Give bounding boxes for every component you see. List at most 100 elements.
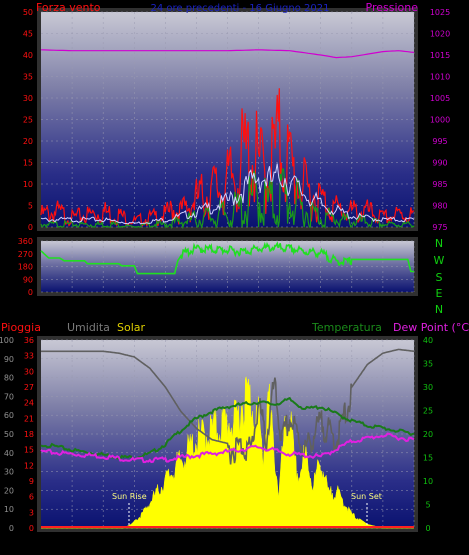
wind-average-line: [40, 168, 415, 230]
solar-x-tick-label: 00: [409, 540, 419, 549]
humidity-y-tick-label: 70: [4, 392, 14, 401]
legend-dew-point: Dew Point (°C): [393, 321, 469, 334]
temperature-y-tick-label: 20: [423, 430, 433, 439]
temperature-y-tick-label: 40: [423, 336, 433, 345]
wind-axis-title: Forza vento: [36, 1, 101, 14]
solar-x-tick-label: 08: [160, 540, 170, 549]
humidity-y-tick-label: 0: [9, 524, 14, 533]
solar-x-tick-label: 18: [316, 540, 326, 549]
direction-y-tick-label: 270: [18, 250, 33, 259]
direction-y-tick-label: 180: [18, 263, 33, 272]
solar-x-tick-label: 22: [378, 540, 388, 549]
solar-x-tick-label: 14: [253, 540, 263, 549]
wind-x-tick-label: 10: [191, 230, 201, 239]
compass-s: S: [436, 271, 443, 284]
wind-x-tick-label: 06: [129, 230, 139, 239]
solar-x-tick-label: 12: [222, 540, 232, 549]
pressure-y-tick-label: 1000: [430, 116, 450, 125]
solar-x-tick-label: 10: [191, 540, 201, 549]
direction-y-tick-label: 0: [28, 288, 33, 297]
legend-solar: Solar: [117, 321, 146, 334]
wind-y-tick-label: 0: [28, 223, 33, 232]
compass-e: E: [436, 287, 443, 300]
wind-x-tick-label: 00: [409, 230, 419, 239]
wind-x-tick-label: 12: [222, 230, 232, 239]
wind-y-tick-label: 15: [23, 159, 33, 168]
rain-y-tick-label: 15: [24, 446, 34, 455]
pressure-y-tick-label: 995: [432, 137, 447, 146]
humidity-y-tick-label: 40: [4, 449, 14, 458]
sun-rise-label: Sun Rise: [112, 492, 147, 501]
humidity-y-tick-label: 10: [4, 505, 14, 514]
pressure-y-tick-label: 980: [432, 202, 447, 211]
wind-y-tick-label: 20: [23, 137, 33, 146]
sun-set-label: Sun Set: [351, 492, 382, 501]
pressure-y-tick-label: 1025: [430, 8, 450, 17]
rain-y-tick-label: 36: [24, 336, 34, 345]
temperature-y-tick-label: 35: [423, 360, 433, 369]
wind-y-tick-label: 25: [23, 116, 33, 125]
humidity-y-tick-label: 60: [4, 411, 14, 420]
direction-y-tick-label: 90: [23, 275, 33, 284]
wind-speed-line: [40, 163, 415, 225]
humidity-y-tick-label: 20: [4, 486, 14, 495]
pressure-y-tick-label: 1015: [430, 51, 450, 60]
series-layer: [40, 49, 415, 529]
humidity-line: [41, 348, 415, 465]
dew-point-line: [40, 432, 415, 464]
direction-y-tick-label: 360: [18, 237, 33, 246]
rain-y-tick-label: 9: [29, 477, 34, 486]
wind-x-tick-label: 16: [285, 230, 295, 239]
rain-y-tick-label: 6: [29, 493, 34, 502]
wind-y-tick-label: 5: [28, 202, 33, 211]
solar-x-tick-label: 20: [347, 540, 357, 549]
pressure-line: [40, 49, 415, 59]
wind-y-tick-label: 30: [23, 94, 33, 103]
rain-y-tick-label: 33: [24, 352, 34, 361]
wind-gust-line: [40, 88, 415, 227]
wind-y-tick-label: 10: [23, 180, 33, 189]
compass-n-bottom: N: [435, 303, 443, 316]
wind-x-tick-label: 18: [316, 230, 326, 239]
solar-x-tick-label: 16: [285, 540, 295, 549]
rain-y-tick-label: 21: [24, 414, 34, 423]
pressure-y-tick-label: 975: [432, 223, 447, 232]
humidity-y-tick-label: 30: [4, 468, 14, 477]
chart-date-title: 24 ore precedenti - 16 Giugno 2021: [151, 3, 330, 14]
pressure-y-tick-label: 1020: [430, 30, 450, 39]
wind-y-tick-label: 50: [23, 8, 33, 17]
pressure-y-tick-label: 1005: [430, 94, 450, 103]
temperature-line: [40, 396, 415, 461]
wind-y-tick-label: 35: [23, 73, 33, 82]
legend-umidita: Umidita: [67, 321, 110, 334]
temperature-y-tick-label: 15: [423, 454, 433, 463]
solar-x-tick-label: 04: [98, 540, 108, 549]
temperature-y-tick-label: 5: [425, 501, 430, 510]
solar-x-tick-label: 02: [67, 540, 77, 549]
rain-y-tick-label: 18: [24, 430, 34, 439]
legend-pioggia: Pioggia: [1, 321, 41, 334]
wind-x-tick-label: 04: [98, 230, 108, 239]
compass-n-top: N: [435, 237, 443, 250]
humidity-y-tick-label: 50: [4, 430, 14, 439]
rain-y-tick-label: 0: [29, 524, 34, 533]
wind-x-tick-label: 08: [160, 230, 170, 239]
wind-x-tick-label: 02: [67, 230, 77, 239]
compass-w: W: [434, 254, 445, 267]
solar-x-tick-label: 06: [129, 540, 139, 549]
temperature-y-tick-label: 25: [423, 407, 433, 416]
wind-y-tick-label: 40: [23, 51, 33, 60]
pressure-axis-title: Pressione: [366, 1, 419, 14]
pressure-y-tick-label: 990: [432, 159, 447, 168]
rain-y-tick-label: 30: [24, 367, 34, 376]
humidity-y-tick-label: 80: [4, 374, 14, 383]
wind-y-tick-label: 45: [23, 30, 33, 39]
legend-temperatura: Temperatura: [311, 321, 382, 334]
temperature-y-tick-label: 10: [423, 477, 433, 486]
rain-y-tick-label: 12: [24, 461, 34, 470]
wind-direction-line: [40, 241, 414, 275]
wind-x-tick-label: 14: [253, 230, 263, 239]
rain-y-tick-label: 27: [24, 383, 34, 392]
